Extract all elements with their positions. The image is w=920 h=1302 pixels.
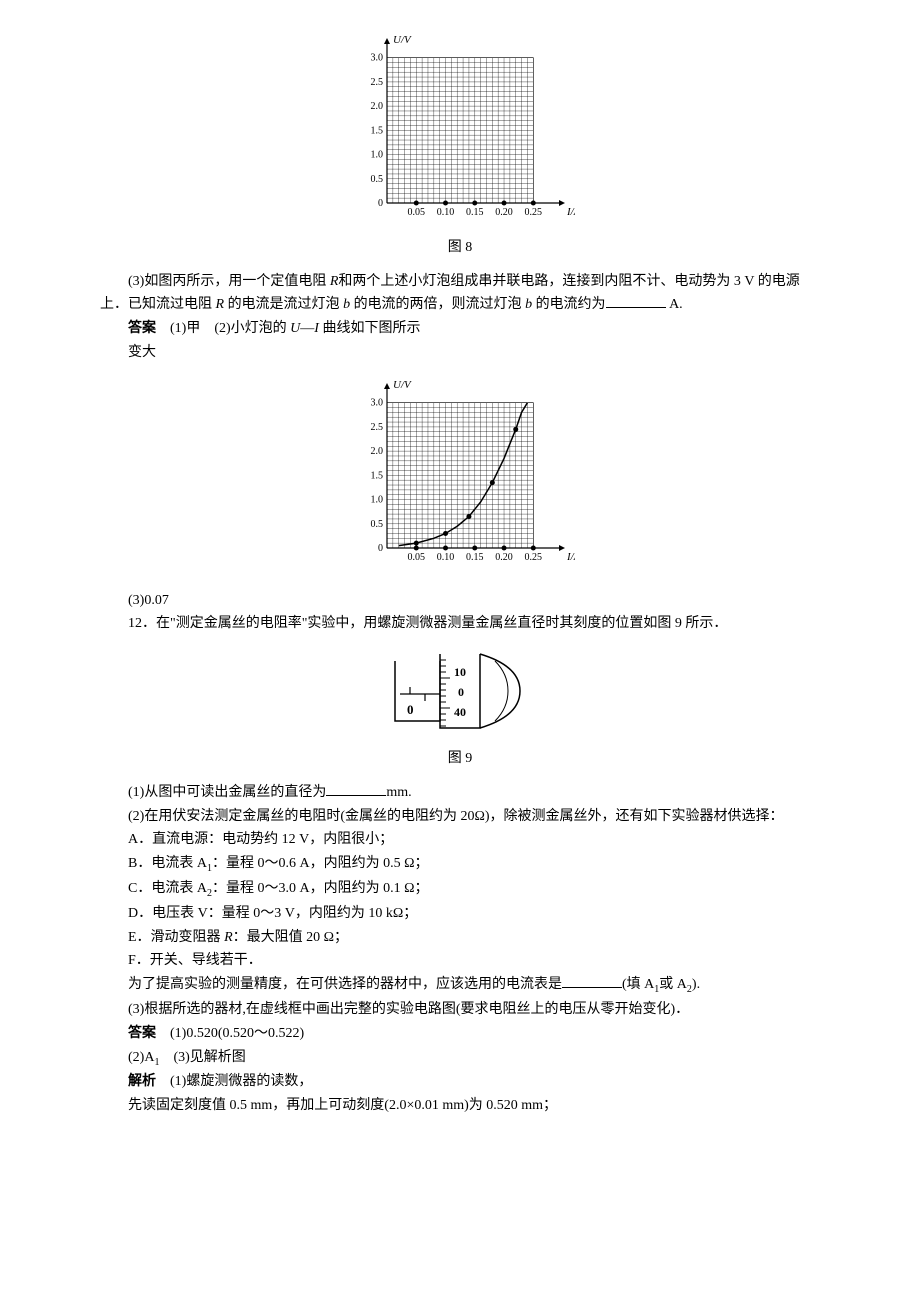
q3-b2: b — [525, 297, 532, 312]
svg-text:0.05: 0.05 — [408, 207, 426, 218]
q12-1-text: (1)从图中可读出金属丝的直径为 — [128, 785, 326, 800]
question-12: 12．在"测定金属丝的电阻率"实验中，用螺旋测微器测量金属丝直径时其刻度的位置如… — [100, 612, 820, 636]
answer-U: U — [290, 321, 300, 336]
svg-text:10: 10 — [454, 665, 466, 679]
q3-unit: A. — [666, 297, 683, 312]
q12-2-ask: 为了提高实验的测量精度，在可供选择的器材中，应该选用的电流表是(填 A1或 A2… — [100, 973, 820, 998]
answer2-1: (1)0.520(0.520～0.522) — [170, 1026, 304, 1041]
explain-line: 解析 (1)螺旋测微器的读数， — [100, 1070, 820, 1094]
explain-1: (1)螺旋测微器的读数， — [170, 1074, 312, 1089]
chart-1-container: 0.05 0.10 0.15 0.20 0.25 0 0.5 1.0 1.5 2.0 2.5 3.0 U… — [100, 30, 820, 260]
svg-text:3.0: 3.0 — [371, 53, 384, 64]
q3-p4: 的电流的两倍，则流过灯泡 — [350, 297, 525, 312]
svg-text:0.25: 0.25 — [525, 552, 543, 563]
opt-E-post: ：最大阻值 20 Ω； — [233, 930, 348, 945]
svg-text:U/V: U/V — [393, 34, 412, 46]
svg-text:0.20: 0.20 — [495, 552, 513, 563]
q12-num: 12． — [128, 616, 156, 631]
answer-line: 答案 (1)甲 (2)小灯泡的 U—I 曲线如下图所示 — [100, 317, 820, 341]
answer2-3: (3)见解析图 — [173, 1050, 245, 1065]
opt-B-pre: B．电流表 A — [128, 856, 207, 871]
svg-text:2.5: 2.5 — [371, 77, 384, 88]
chart-2-container: 0.05 0.10 0.15 0.20 0.25 0 0.5 1.0 1.5 2.0 2.5 3.0 U… — [100, 375, 820, 579]
answer2-label: 答案 — [128, 1026, 156, 1041]
svg-text:0.5: 0.5 — [371, 174, 384, 185]
answer-2-pre: (2)小灯泡的 — [214, 321, 290, 336]
q3-p5: 的电流约为 — [532, 297, 606, 312]
explain-label: 解析 — [128, 1074, 156, 1089]
micrometer-caption: 图 9 — [100, 747, 820, 771]
q3-b1: b — [343, 297, 350, 312]
svg-text:40: 40 — [454, 705, 466, 719]
blank-q3 — [606, 294, 666, 308]
answer-3: (3)0.07 — [100, 589, 820, 613]
q12-part3: (3)根据所选的器材,在虚线框中画出完整的实验电路图(要求电阻丝上的电压从零开始… — [100, 998, 820, 1022]
answer2-line2: (2)A1 (3)见解析图 — [100, 1046, 820, 1071]
answer2-line: 答案 (1)0.520(0.520～0.522) — [100, 1022, 820, 1046]
chart-2: 0.05 0.10 0.15 0.20 0.25 0 0.5 1.0 1.5 2.0 2.5 3.0 U… — [345, 375, 575, 570]
answer-label: 答案 — [128, 321, 156, 336]
opt-E-pre: E．滑动变阻器 — [128, 930, 224, 945]
q12-part1: (1)从图中可读出金属丝的直径为 mm. — [100, 781, 820, 805]
opt-B-post: ：量程 0～0.6 A，内阻约为 0.5 Ω； — [212, 856, 429, 871]
svg-text:0: 0 — [378, 543, 383, 554]
svg-text:1.5: 1.5 — [371, 470, 384, 481]
answer-2-next: 变大 — [100, 341, 820, 365]
q12-2-hint-mid: 或 A — [659, 977, 687, 992]
micrometer-figure: 0 10 0 40 — [390, 646, 530, 736]
svg-text:0: 0 — [458, 685, 464, 699]
svg-text:0.10: 0.10 — [437, 207, 455, 218]
svg-text:0.25: 0.25 — [525, 207, 543, 218]
opt-E-R: R — [224, 930, 233, 945]
option-A: A．直流电源：电动势约 12 V，内阻很小； — [100, 828, 820, 852]
q12-1-unit: mm. — [386, 785, 411, 800]
svg-text:0.15: 0.15 — [466, 552, 484, 563]
micrometer-container: 0 10 0 40 图 9 — [100, 646, 820, 771]
chart-1-caption: 图 8 — [100, 236, 820, 260]
svg-text:0.15: 0.15 — [466, 207, 484, 218]
answer-dash: — — [300, 321, 314, 336]
svg-text:1.5: 1.5 — [371, 125, 384, 136]
q12-2-hint-end: ). — [692, 977, 700, 992]
svg-text:1.0: 1.0 — [371, 150, 384, 161]
svg-text:1.0: 1.0 — [371, 494, 384, 505]
option-B: B．电流表 A1：量程 0～0.6 A，内阻约为 0.5 Ω； — [100, 852, 820, 877]
svg-text:0.20: 0.20 — [495, 207, 513, 218]
question-3-text: (3)如图丙所示，用一个定值电阻 R和两个上述小灯泡组成串并联电路，连接到内阻不… — [100, 270, 820, 318]
svg-text:0: 0 — [407, 702, 414, 717]
svg-text:0.5: 0.5 — [371, 519, 384, 530]
svg-text:0: 0 — [378, 198, 383, 209]
svg-text:0.10: 0.10 — [437, 552, 455, 563]
svg-text:U/V: U/V — [393, 379, 412, 391]
q3-p1: (3)如图丙所示，用一个定值电阻 — [128, 274, 330, 289]
svg-text:2.5: 2.5 — [371, 422, 384, 433]
answer2-2-pre: (2)A — [128, 1050, 154, 1065]
answer-1: (1)甲 — [170, 321, 200, 336]
option-F: F．开关、导线若干． — [100, 949, 820, 973]
answer-2-end: 曲线如下图所示 — [319, 321, 421, 336]
chart-1: 0.05 0.10 0.15 0.20 0.25 0 0.5 1.0 1.5 2.0 2.5 3.0 U… — [345, 30, 575, 225]
svg-text:2.0: 2.0 — [371, 101, 384, 112]
svg-text:I/A: I/A — [566, 551, 575, 563]
q3-R2: R — [216, 297, 225, 312]
explain-2: 先读固定刻度值 0.5 mm，再加上可动刻度(2.0×0.01 mm)为 0.5… — [100, 1094, 820, 1118]
blank-q12-1 — [326, 782, 386, 796]
q3-p3: 的电流是流过灯泡 — [224, 297, 343, 312]
svg-text:3.0: 3.0 — [371, 397, 384, 408]
svg-text:0.05: 0.05 — [408, 552, 426, 563]
q12-part2: (2)在用伏安法测定金属丝的电阻时(金属丝的电阻约为 20Ω)，除被测金属丝外，… — [100, 805, 820, 829]
option-E: E．滑动变阻器 R：最大阻值 20 Ω； — [100, 926, 820, 950]
option-D: D．电压表 V：量程 0～3 V，内阻约为 10 kΩ； — [100, 902, 820, 926]
q12-2-hint-pre: (填 A — [622, 977, 654, 992]
opt-C-pre: C．电流表 A — [128, 881, 207, 896]
option-C: C．电流表 A2：量程 0～3.0 A，内阻约为 0.1 Ω； — [100, 877, 820, 902]
q12-text: 在"测定金属丝的电阻率"实验中，用螺旋测微器测量金属丝直径时其刻度的位置如图 9… — [156, 616, 727, 631]
opt-C-post: ：量程 0～3.0 A，内阻约为 0.1 Ω； — [212, 881, 429, 896]
blank-q12-2 — [562, 974, 622, 988]
q12-2-ask-text: 为了提高实验的测量精度，在可供选择的器材中，应该选用的电流表是 — [128, 977, 562, 992]
svg-text:I/A: I/A — [566, 206, 575, 218]
answer2-2-sub: 1 — [154, 1056, 159, 1067]
svg-text:2.0: 2.0 — [371, 446, 384, 457]
